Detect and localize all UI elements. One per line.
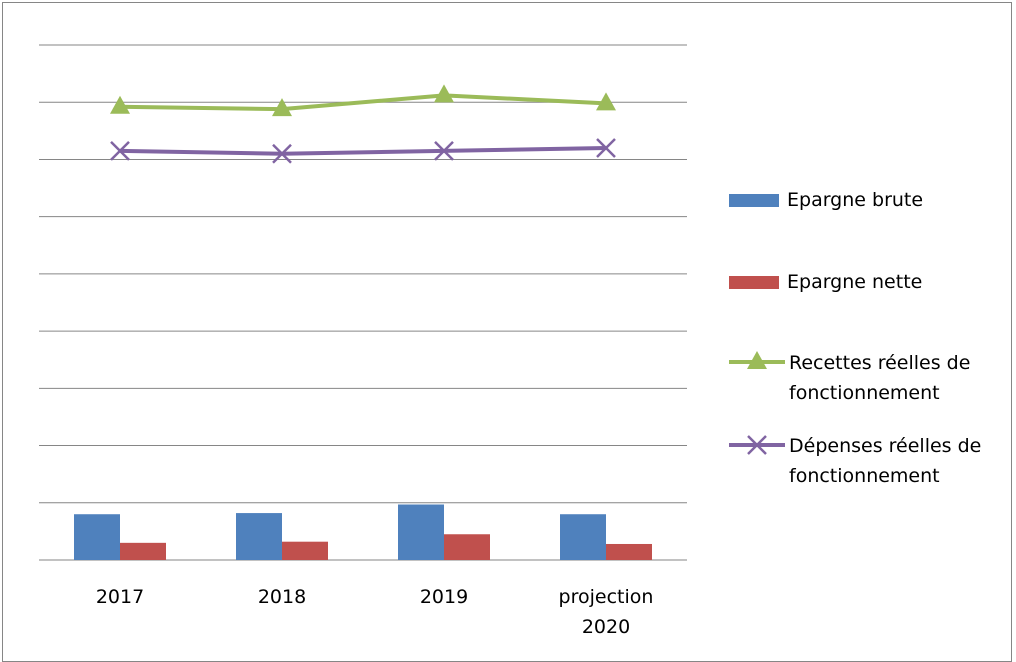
x-tick-label: 2019 — [420, 586, 468, 608]
marker-stroke — [110, 140, 130, 161]
data-point — [434, 84, 454, 103]
line-series-layer — [110, 84, 616, 164]
legend-label: fonctionnement — [789, 465, 940, 487]
series-line — [119, 93, 607, 112]
legend-swatch — [729, 194, 779, 207]
data-point — [272, 98, 292, 117]
data-point — [596, 138, 616, 158]
data-point — [596, 92, 616, 111]
bar — [398, 504, 444, 560]
chart-svg: 2017 2018 2019 projection 2020 Epargne brute… — [39, 44, 981, 638]
bar — [120, 542, 166, 560]
data-point — [272, 143, 292, 164]
legend-marker — [747, 351, 767, 369]
data-point — [110, 95, 130, 114]
gridlines — [39, 44, 687, 561]
x-tick-label: 2020 — [582, 616, 630, 638]
x-tick-label: projection — [559, 586, 654, 608]
marker-stroke — [434, 140, 454, 161]
legend-marker — [747, 435, 767, 455]
marker-stroke — [596, 138, 616, 158]
legend-label: Epargne nette — [787, 271, 922, 293]
bar — [282, 541, 328, 560]
bar — [74, 514, 120, 560]
x-tick-label: 2017 — [96, 586, 144, 608]
marker-stroke — [272, 143, 292, 164]
legend-swatch — [729, 276, 779, 289]
bar — [444, 534, 490, 560]
marker-stroke — [747, 435, 767, 455]
data-point — [110, 140, 130, 161]
legend-label: Dépenses réelles de — [789, 435, 981, 457]
legend-label: fonctionnement — [789, 382, 940, 404]
bar — [606, 543, 652, 560]
data-point — [434, 140, 454, 161]
bar-series-layer — [74, 504, 652, 560]
legend-label: Epargne brute — [787, 189, 923, 211]
category-axis: 2017 2018 2019 projection 2020 — [96, 586, 654, 638]
bar — [560, 514, 606, 560]
legend: Epargne brute Epargne nette Recettes réell… — [729, 189, 981, 487]
series-line — [119, 146, 607, 156]
legend-label: Recettes réelles de — [789, 352, 970, 374]
bar — [236, 513, 282, 560]
x-tick-label: 2018 — [258, 586, 306, 608]
